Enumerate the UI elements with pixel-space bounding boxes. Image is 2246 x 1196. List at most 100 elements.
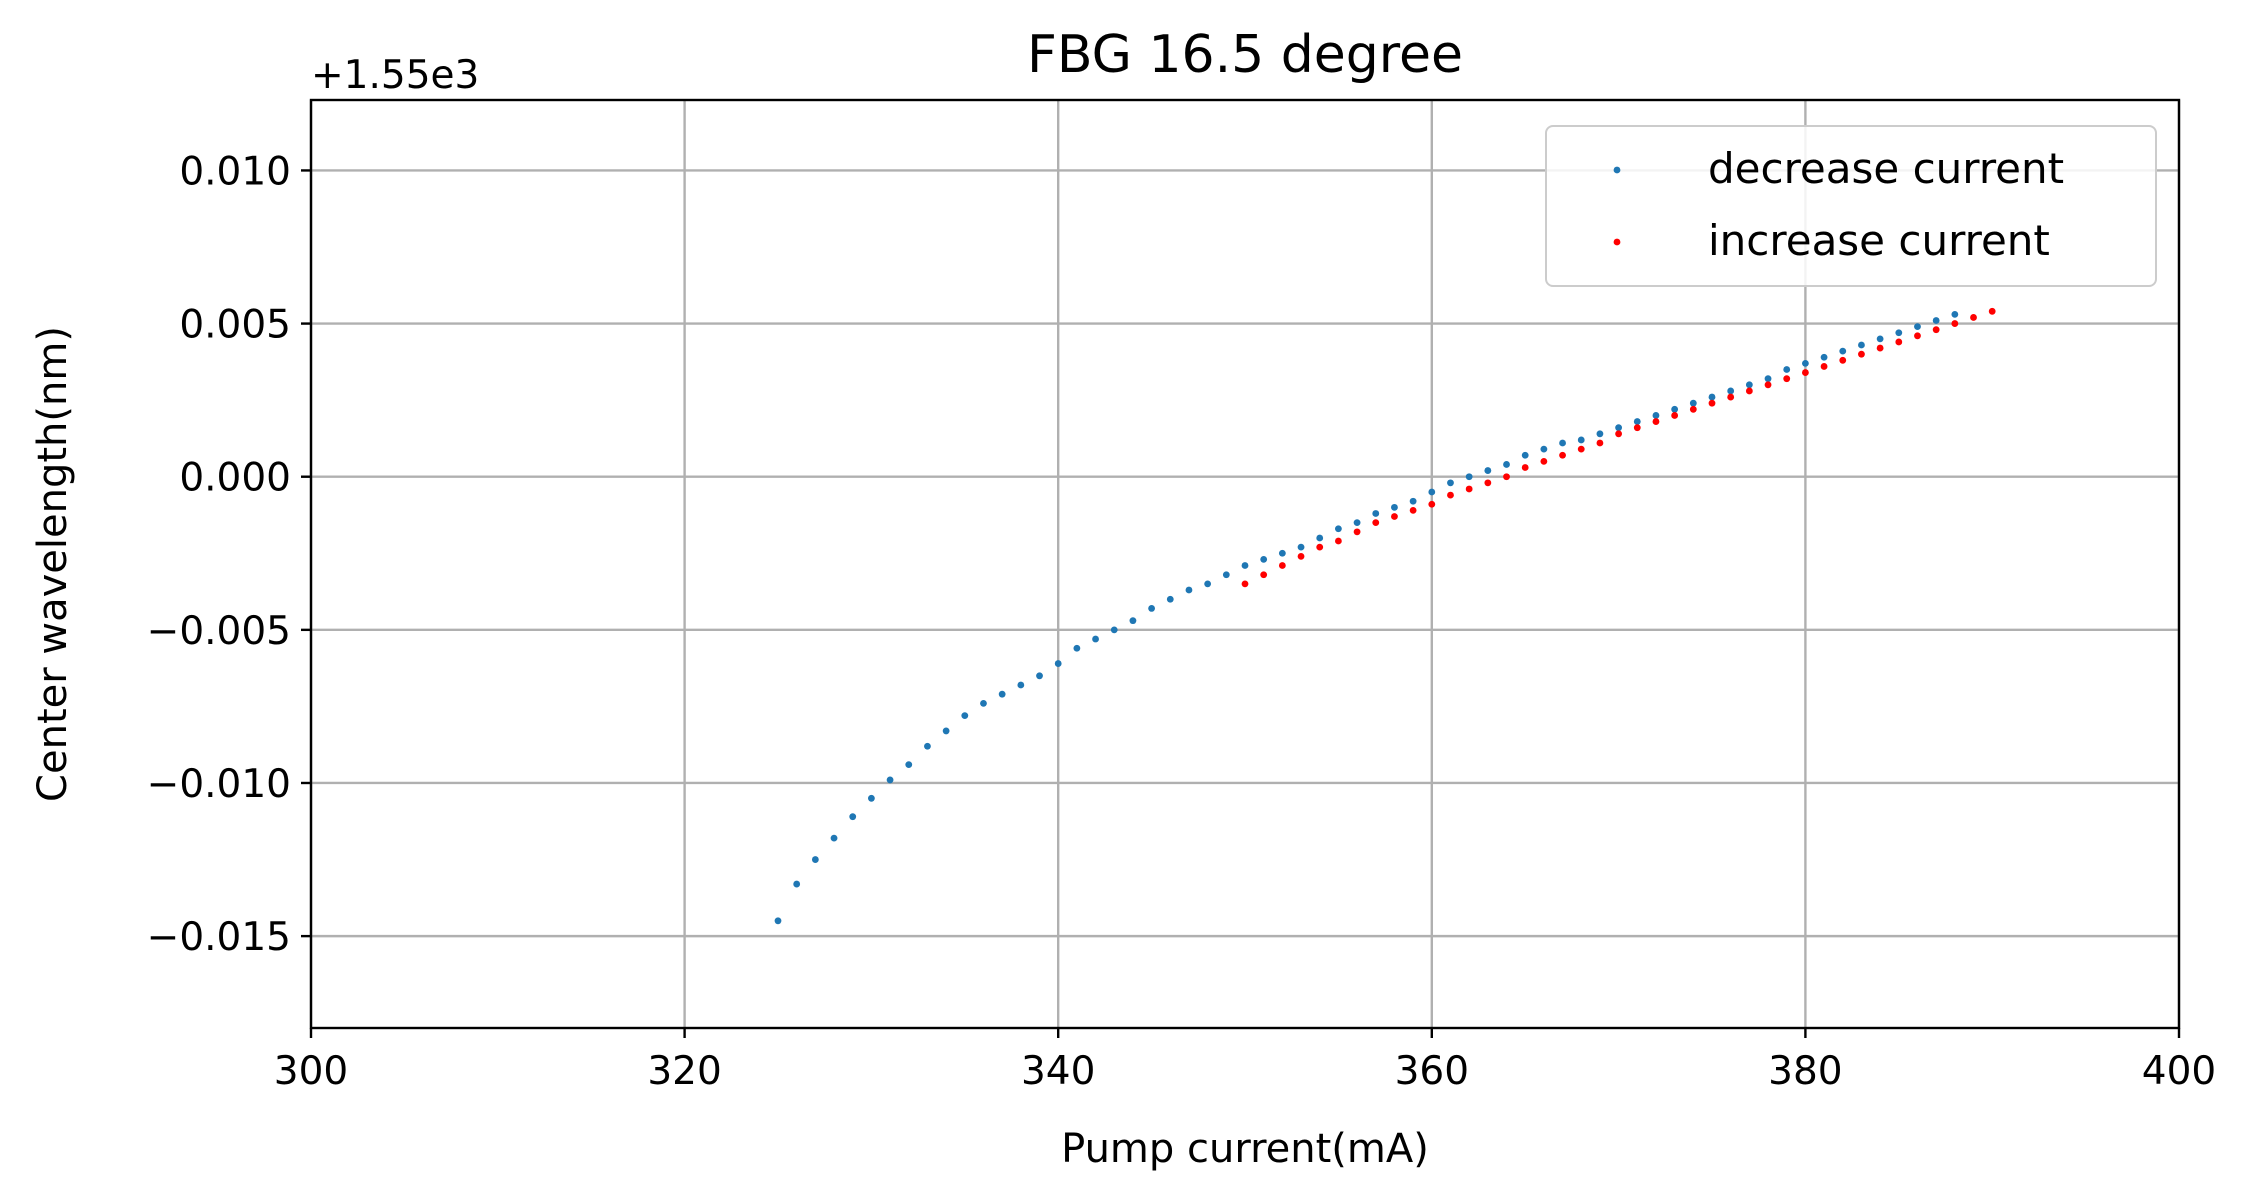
- data-point: [1764, 375, 1772, 383]
- data-point: [1391, 503, 1398, 511]
- data-point: [1036, 672, 1043, 680]
- data-point: [1596, 439, 1604, 447]
- data-point: [1054, 660, 1062, 667]
- y-offset-label: +1.55e3: [311, 53, 479, 98]
- data-point: [1652, 412, 1660, 419]
- data-point: [811, 856, 819, 863]
- data-point: [1615, 424, 1622, 432]
- data-point: [1297, 543, 1305, 551]
- data-point: [1503, 473, 1510, 481]
- data-point: [998, 690, 1006, 698]
- data-point: [1278, 562, 1286, 569]
- data-point: [1241, 580, 1249, 588]
- data-point: [1895, 338, 1903, 346]
- data-point: [1428, 488, 1436, 496]
- data-point: [1204, 580, 1212, 588]
- data-point: [1166, 595, 1174, 603]
- data-point: [1092, 635, 1099, 643]
- data-point: [1428, 500, 1436, 508]
- x-axis-label: Pump current(mA): [1061, 1126, 1429, 1172]
- data-point: [1839, 347, 1847, 355]
- legend-marker-increase: [1613, 238, 1621, 246]
- data-point: [1932, 317, 1940, 324]
- data-point: [849, 813, 857, 821]
- data-point: [868, 794, 875, 802]
- data-point: [942, 727, 950, 735]
- data-point: [1409, 497, 1417, 505]
- data-point: [1802, 369, 1809, 376]
- y-tick-label: −0.010: [147, 762, 291, 807]
- legend-marker-decrease: [1613, 166, 1621, 174]
- data-point: [1129, 617, 1137, 625]
- data-point: [1577, 436, 1585, 444]
- data-point: [830, 834, 838, 842]
- data-point: [1727, 393, 1735, 401]
- data-point: [1559, 439, 1566, 447]
- data-point: [1148, 605, 1155, 612]
- data-point: [1745, 387, 1753, 395]
- data-point: [793, 880, 801, 888]
- y-tick-label: 0.000: [179, 456, 291, 501]
- data-point: [1465, 473, 1473, 481]
- data-point: [1764, 381, 1772, 389]
- data-point: [1503, 461, 1510, 468]
- data-point: [1988, 307, 1996, 315]
- data-point: [1222, 571, 1230, 579]
- data-point: [1260, 571, 1268, 579]
- data-point: [1540, 457, 1548, 465]
- ticks-layer: 300 320 340 360 380 400 0.010 0.005 0.000 −0.005 −…: [147, 149, 2217, 1094]
- data-point: [1652, 418, 1660, 425]
- data-point: [1335, 525, 1342, 533]
- data-point: [1484, 467, 1492, 474]
- data-point: [1297, 552, 1305, 560]
- data-point: [1577, 445, 1585, 453]
- data-point: [1633, 424, 1641, 432]
- series-layer: [774, 307, 1996, 925]
- data-point: [1391, 513, 1398, 520]
- chart-title: FBG 16.5 degree: [1027, 25, 1463, 85]
- data-point: [1970, 314, 1977, 321]
- y-tick-label: −0.015: [147, 915, 291, 960]
- data-point: [1820, 363, 1828, 370]
- data-point: [1858, 341, 1865, 349]
- data-point: [1521, 451, 1529, 459]
- data-point: [1914, 323, 1921, 331]
- x-tick-label: 380: [1768, 1049, 1842, 1094]
- data-point: [1858, 350, 1865, 358]
- legend-label-increase: increase current: [1708, 216, 2050, 265]
- data-point: [1708, 393, 1716, 401]
- data-point: [1689, 399, 1697, 407]
- data-point: [886, 776, 894, 784]
- data-point: [1783, 366, 1791, 373]
- data-point: [1465, 485, 1473, 493]
- data-point: [1540, 445, 1548, 453]
- data-point: [1727, 387, 1735, 395]
- data-point: [1521, 464, 1529, 471]
- data-point: [1820, 353, 1828, 361]
- data-point: [1316, 534, 1324, 542]
- data-point: [1783, 375, 1791, 383]
- data-point: [1484, 479, 1492, 487]
- x-tick-label: 400: [2142, 1049, 2216, 1094]
- data-point: [1409, 507, 1417, 514]
- data-point: [1914, 332, 1921, 340]
- data-point: [1241, 562, 1249, 569]
- data-point: [1372, 510, 1380, 517]
- data-point: [774, 917, 782, 925]
- data-point: [961, 712, 969, 720]
- data-point: [1278, 549, 1286, 557]
- x-tick-label: 360: [1395, 1049, 1469, 1094]
- data-point: [924, 742, 931, 750]
- data-point: [1596, 430, 1604, 438]
- data-point: [1073, 644, 1081, 652]
- series-increase-current: [1241, 307, 1996, 588]
- data-point: [1633, 418, 1641, 425]
- x-tick-label: 320: [647, 1049, 721, 1094]
- data-point: [1447, 491, 1454, 499]
- data-point: [1895, 329, 1903, 337]
- data-point: [1559, 451, 1566, 459]
- x-tick-label: 300: [274, 1049, 348, 1094]
- data-point: [1110, 626, 1118, 634]
- data-point: [1260, 556, 1268, 563]
